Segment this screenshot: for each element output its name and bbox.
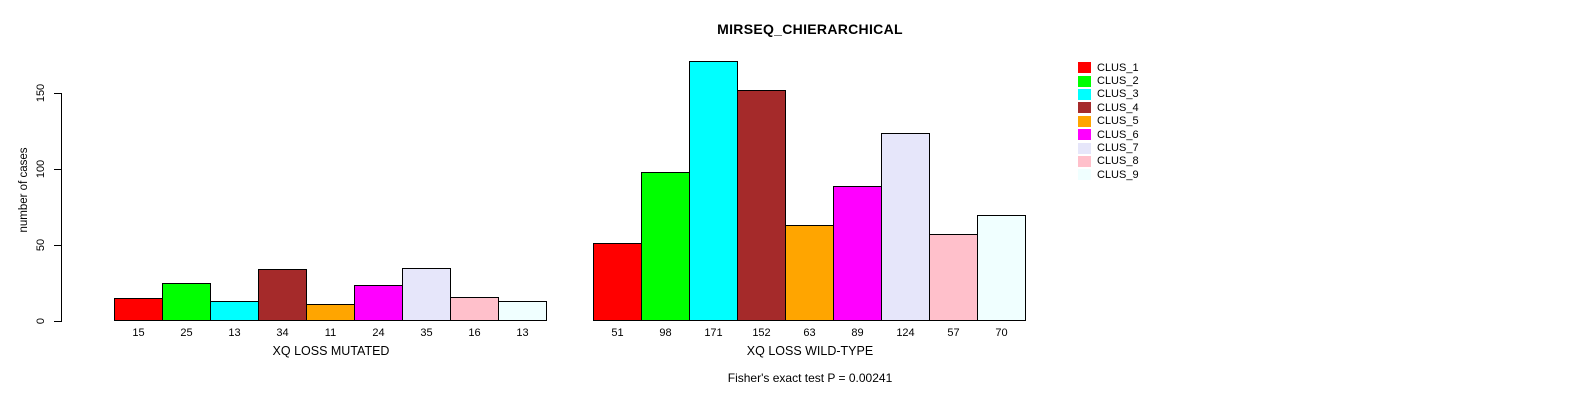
bar-clus-7-xq-loss-wild-type <box>881 133 930 321</box>
legend-label-clus-8: CLUS_8 <box>1097 155 1139 168</box>
legend-item-clus-2: CLUS_2 <box>1078 74 1139 87</box>
bar-clus-9-xq-loss-mutated <box>498 301 547 321</box>
bar-value-label-clus-3-xq-loss-wild-type: 171 <box>704 327 723 339</box>
bar-clus-2-xq-loss-mutated <box>162 283 211 321</box>
legend-swatch-clus-1 <box>1078 62 1091 74</box>
bar-value-label-clus-2-xq-loss-mutated: 25 <box>180 327 193 339</box>
legend-label-clus-1: CLUS_1 <box>1097 61 1139 74</box>
legend-label-clus-7: CLUS_7 <box>1097 142 1139 155</box>
legend-swatch-clus-3 <box>1078 88 1091 100</box>
y-tick-label-100: 100 <box>35 159 47 179</box>
legend-label-clus-3: CLUS_3 <box>1097 88 1139 101</box>
bar-clus-4-xq-loss-wild-type <box>737 90 786 321</box>
bar-value-label-clus-3-xq-loss-mutated: 13 <box>228 327 241 339</box>
bar-value-label-clus-2-xq-loss-wild-type: 98 <box>659 327 672 339</box>
bar-group-xq-loss-mutated: XQ LOSS MUTATED 15 25 13 34 11 24 35 16 13 <box>114 0 548 400</box>
bar-value-label-clus-9-xq-loss-wild-type: 70 <box>995 327 1008 339</box>
bar-value-label-clus-9-xq-loss-mutated: 13 <box>516 327 529 339</box>
legend-swatch-clus-7 <box>1078 142 1091 154</box>
chart-title: MIRSEQ_CHIERARCHICAL <box>717 21 903 37</box>
bar-value-label-clus-4-xq-loss-wild-type: 152 <box>752 327 771 339</box>
legend-swatch-clus-4 <box>1078 102 1091 114</box>
y-axis-title: number of cases <box>18 147 30 233</box>
bar-clus-4-xq-loss-mutated <box>258 269 307 321</box>
fisher-test-annotation: Fisher's exact test P = 0.00241 <box>727 371 893 385</box>
bar-clus-9-xq-loss-wild-type <box>977 215 1026 321</box>
bar-clus-6-xq-loss-wild-type <box>833 186 882 321</box>
bar-value-label-clus-1-xq-loss-wild-type: 51 <box>611 327 624 339</box>
legend-label-clus-2: CLUS_2 <box>1097 75 1139 88</box>
legend-swatch-clus-2 <box>1078 75 1091 87</box>
legend-item-clus-1: CLUS_1 <box>1078 61 1139 74</box>
bar-value-label-clus-6-xq-loss-wild-type: 89 <box>851 327 864 339</box>
bar-value-label-clus-5-xq-loss-mutated: 11 <box>324 327 337 339</box>
bar-value-label-clus-6-xq-loss-mutated: 24 <box>372 327 385 339</box>
legend-label-clus-4: CLUS_4 <box>1097 101 1139 114</box>
y-tick-100 <box>54 169 61 170</box>
legend-swatch-clus-5 <box>1078 115 1091 127</box>
bar-clus-6-xq-loss-mutated <box>354 285 403 321</box>
y-tick-150 <box>54 93 61 94</box>
bar-clus-5-xq-loss-mutated <box>306 304 355 321</box>
legend-item-clus-3: CLUS_3 <box>1078 88 1139 101</box>
y-tick-label-50: 50 <box>35 238 47 252</box>
legend-label-clus-5: CLUS_5 <box>1097 115 1139 128</box>
legend-label-clus-9: CLUS_9 <box>1097 168 1139 181</box>
legend-swatch-clus-9 <box>1078 169 1091 181</box>
legend: CLUS_1 CLUS_2 CLUS_3 CLUS_4 CLUS_5 CLUS_6 CLUS… <box>1078 61 1139 182</box>
bar-value-label-clus-5-xq-loss-wild-type: 63 <box>803 327 816 339</box>
bar-value-label-clus-4-xq-loss-mutated: 34 <box>276 327 289 339</box>
legend-item-clus-8: CLUS_8 <box>1078 155 1139 168</box>
bar-clus-3-xq-loss-wild-type <box>689 61 738 321</box>
bar-clus-1-xq-loss-wild-type <box>593 243 642 321</box>
legend-item-clus-7: CLUS_7 <box>1078 141 1139 154</box>
x-axis-label-wild-type: XQ LOSS WILD-TYPE <box>746 344 874 358</box>
y-tick-50 <box>54 245 61 246</box>
legend-item-clus-9: CLUS_9 <box>1078 168 1139 181</box>
legend-item-clus-6: CLUS_6 <box>1078 128 1139 141</box>
bar-value-label-clus-8-xq-loss-wild-type: 57 <box>947 327 960 339</box>
bar-clus-8-xq-loss-wild-type <box>929 234 978 321</box>
bar-group-xq-loss-wild-type: XQ LOSS WILD-TYPE 51 98 171 152 63 89 124 57 70 <box>593 0 1027 400</box>
bar-clus-7-xq-loss-mutated <box>402 268 451 321</box>
y-tick-label-150: 150 <box>35 83 47 103</box>
y-axis-line <box>61 93 62 322</box>
y-tick-0 <box>54 321 61 322</box>
bar-clus-5-xq-loss-wild-type <box>785 225 834 321</box>
y-tick-label-0: 0 <box>35 317 47 325</box>
legend-label-clus-6: CLUS_6 <box>1097 128 1139 141</box>
bar-clus-2-xq-loss-wild-type <box>641 172 690 321</box>
bar-value-label-clus-7-xq-loss-wild-type: 124 <box>896 327 915 339</box>
legend-swatch-clus-8 <box>1078 155 1091 167</box>
legend-item-clus-5: CLUS_5 <box>1078 115 1139 128</box>
legend-swatch-clus-6 <box>1078 129 1091 141</box>
bar-clus-3-xq-loss-mutated <box>210 301 259 321</box>
bar-clus-8-xq-loss-mutated <box>450 297 499 321</box>
bar-value-label-clus-1-xq-loss-mutated: 15 <box>132 327 145 339</box>
bar-value-label-clus-8-xq-loss-mutated: 16 <box>468 327 481 339</box>
x-axis-label-mutated: XQ LOSS MUTATED <box>272 344 390 358</box>
bar-value-label-clus-7-xq-loss-mutated: 35 <box>420 327 433 339</box>
legend-item-clus-4: CLUS_4 <box>1078 101 1139 114</box>
bar-clus-1-xq-loss-mutated <box>114 298 163 321</box>
